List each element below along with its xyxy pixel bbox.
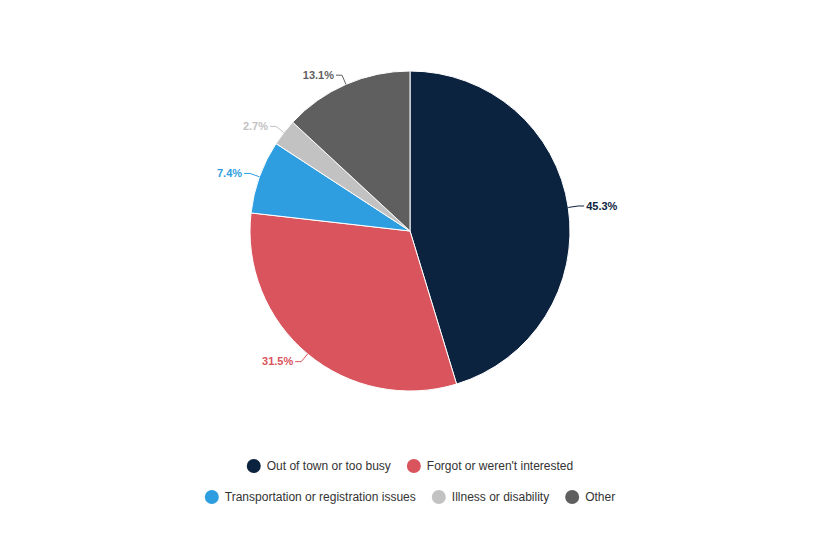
- data-label: 13.1%: [303, 69, 334, 81]
- legend-swatch: [432, 490, 446, 504]
- legend-label: Out of town or too busy: [267, 459, 391, 473]
- legend-swatch: [205, 490, 219, 504]
- legend-swatch: [407, 459, 421, 473]
- pie-slice: [293, 71, 410, 231]
- chart: 45.3% 31.5% 7.4% 2.7% 13.1% Out of town or to…: [0, 0, 820, 536]
- pie: 45.3% 31.5% 7.4% 2.7% 13.1%: [217, 69, 618, 391]
- legend-item: Illness or disability: [432, 490, 549, 504]
- legend-item: Transportation or registration issues: [205, 490, 416, 504]
- leader-line: [336, 75, 346, 84]
- data-label: 45.3%: [586, 200, 617, 212]
- data-label: 7.4%: [217, 167, 242, 179]
- legend-label: Illness or disability: [452, 490, 549, 504]
- legend-row: Transportation or registration issues Ill…: [205, 490, 615, 504]
- leader-line: [270, 126, 284, 132]
- leader-line: [244, 173, 259, 176]
- data-label: 2.7%: [243, 120, 268, 132]
- legend-row: Out of town or too busy Forgot or weren't…: [247, 459, 573, 473]
- legend-label: Forgot or weren't interested: [427, 459, 573, 473]
- leader-line: [295, 354, 307, 362]
- legend-item: Other: [565, 490, 615, 504]
- legend-label: Other: [585, 490, 615, 504]
- legend-label: Transportation or registration issues: [225, 490, 416, 504]
- legend: Out of town or too busy Forgot or weren't…: [205, 459, 615, 504]
- pie-slice: [250, 213, 457, 391]
- legend-swatch: [247, 459, 261, 473]
- legend-item: Forgot or weren't interested: [407, 459, 573, 473]
- legend-swatch: [565, 490, 579, 504]
- data-label: 31.5%: [262, 355, 293, 367]
- leader-line: [568, 206, 584, 207]
- legend-item: Out of town or too busy: [247, 459, 391, 473]
